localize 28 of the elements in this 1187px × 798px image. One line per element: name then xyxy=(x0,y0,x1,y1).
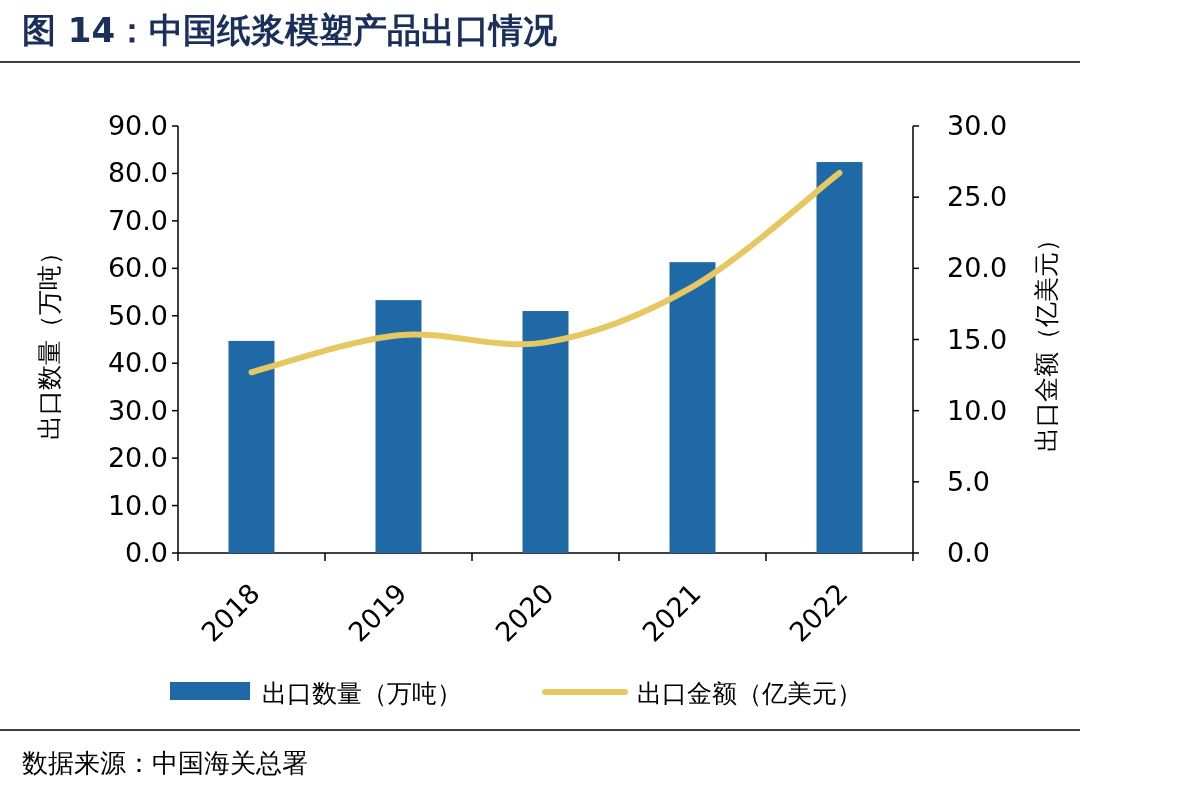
y-tick-label: 20.0 xyxy=(107,442,168,474)
y-tick-label: 60.0 xyxy=(107,252,168,284)
y-tick-label: 0.0 xyxy=(125,537,168,568)
y-tick-label: 30.0 xyxy=(107,394,168,426)
y2-axis-title: 出口金额（亿美元） xyxy=(1032,227,1061,452)
y2-tick-label: 25.0 xyxy=(947,181,1008,213)
y2-tick-label: 20.0 xyxy=(947,252,1008,284)
bar xyxy=(375,300,422,553)
chart-title: 图 14：中国纸浆模塑产品出口情况 xyxy=(22,10,559,50)
y2-tick-label: 15.0 xyxy=(947,323,1008,355)
y2-tick-label: 5.0 xyxy=(947,465,990,497)
y2-tick-label: 0.0 xyxy=(947,537,990,568)
y-tick-label: 90.0 xyxy=(107,110,168,141)
bar xyxy=(816,162,863,553)
legend-label: 出口金额（亿美元） xyxy=(637,679,862,708)
legend-label: 出口数量（万吨） xyxy=(262,679,462,708)
source-note: 数据来源：中国海关总署 xyxy=(22,748,308,778)
bar xyxy=(228,340,275,553)
bar xyxy=(669,262,716,553)
y-tick-label: 50.0 xyxy=(107,299,168,331)
y2-tick-label: 10.0 xyxy=(947,394,1008,426)
y-tick-label: 10.0 xyxy=(107,489,168,521)
y-tick-label: 40.0 xyxy=(107,347,168,379)
y-tick-label: 70.0 xyxy=(107,204,168,236)
y2-tick-label: 30.0 xyxy=(947,110,1008,141)
y-tick-label: 80.0 xyxy=(107,157,168,189)
bar xyxy=(522,311,569,553)
y-axis-title: 出口数量（万吨） xyxy=(35,239,64,440)
